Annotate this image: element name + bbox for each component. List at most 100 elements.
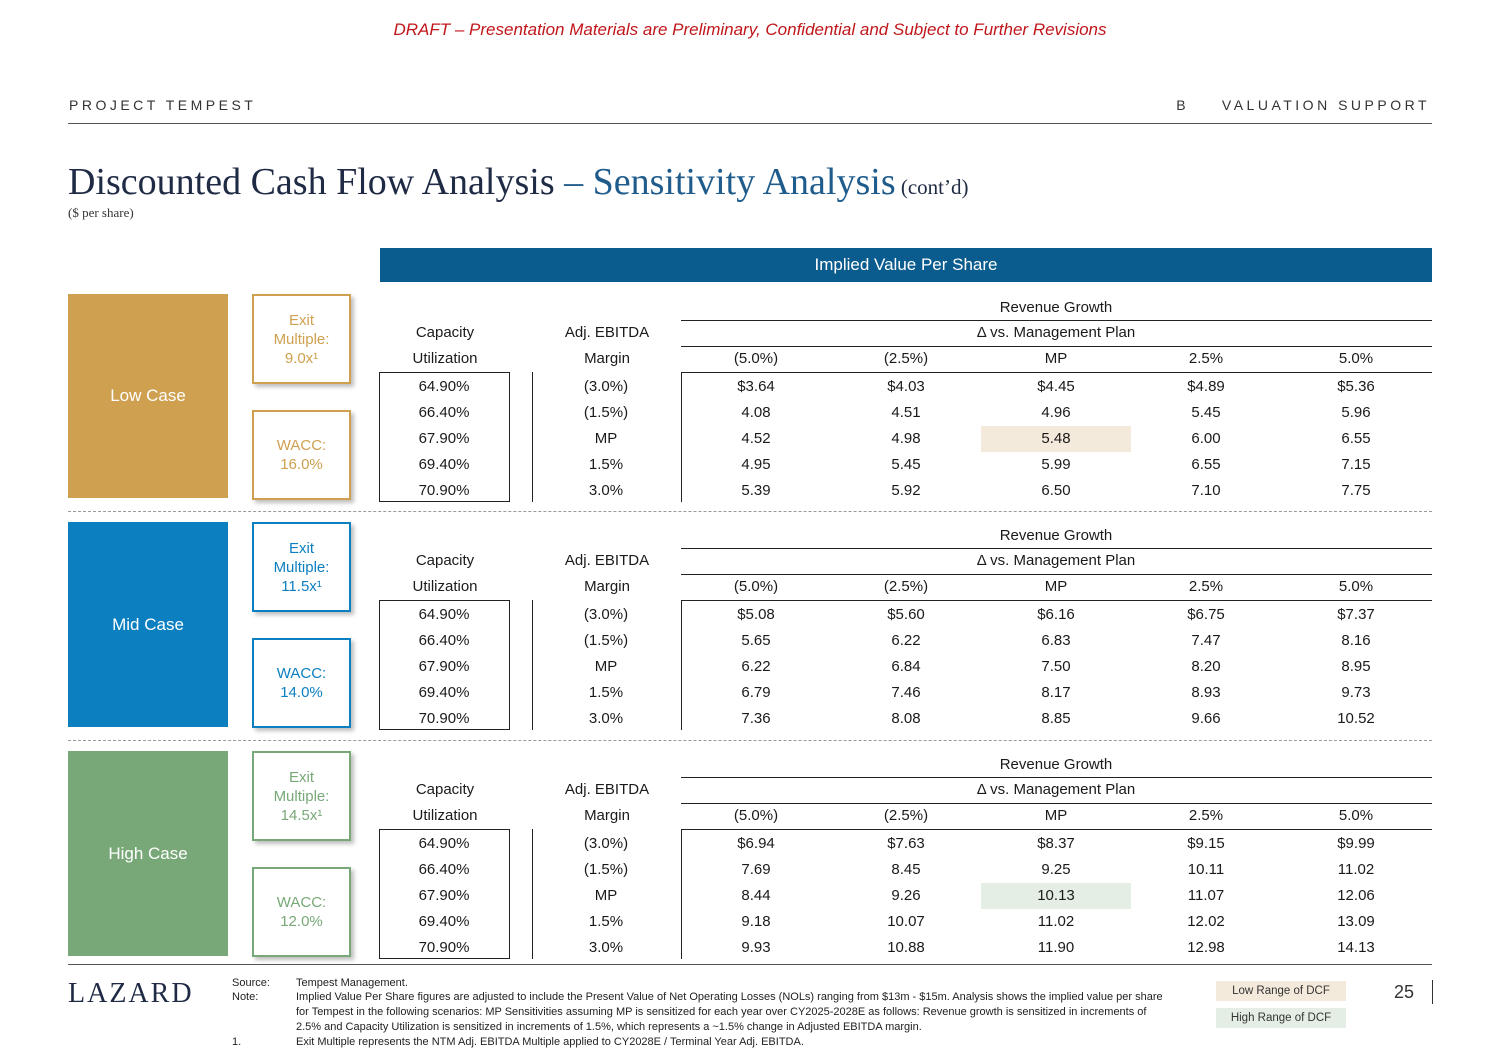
- value-cell: 6.55: [1341, 430, 1371, 447]
- case-label: High Case: [68, 751, 228, 956]
- exit-multiple-box: Exit Multiple: 11.5x¹: [252, 522, 351, 612]
- highlight-cell: [981, 426, 1131, 452]
- capacity-header: Utilization: [412, 350, 478, 367]
- capacity-box: [379, 600, 510, 730]
- value-cell: 5.96: [1341, 404, 1371, 421]
- column-header: MP: [1044, 807, 1068, 824]
- header-underline: [681, 320, 1432, 321]
- value-cell: 10.11: [1187, 861, 1225, 878]
- draft-notice: DRAFT – Presentation Materials are Preli…: [393, 20, 1107, 39]
- value-cell: 5.99: [1041, 456, 1071, 473]
- header-underline: [681, 829, 1432, 830]
- page-title: Discounted Cash Flow Analysis – Sensitiv…: [68, 160, 969, 204]
- value-cell: 10.52: [1337, 710, 1375, 727]
- capacity-cell: 67.90%: [418, 430, 470, 447]
- section-divider: [68, 511, 1432, 512]
- value-cell: 8.93: [1191, 684, 1221, 701]
- exit-multiple-label: Exit Multiple:: [273, 539, 330, 576]
- value-cell: 8.45: [891, 861, 921, 878]
- value-cell: $6.75: [1187, 606, 1225, 623]
- project-name: PROJECT TEMPEST: [69, 97, 257, 113]
- column-header: 5.0%: [1338, 350, 1374, 367]
- column-header: (5.0%): [733, 350, 779, 367]
- value-cell: 8.20: [1191, 658, 1221, 675]
- margin-cell: (3.0%): [583, 378, 629, 395]
- capacity-cell: 70.90%: [418, 482, 470, 499]
- value-cell: 6.50: [1041, 482, 1071, 499]
- value-cell: 6.00: [1191, 430, 1221, 447]
- wacc-box: WACC: 16.0%: [252, 410, 351, 500]
- value-cell: 6.22: [741, 658, 771, 675]
- column-header: 2.5%: [1188, 350, 1224, 367]
- page-number-bar: [1432, 980, 1433, 1004]
- margin-cell: MP: [594, 658, 618, 675]
- footnote-1-label: 1.: [232, 1036, 242, 1048]
- capacity-box: [379, 829, 510, 959]
- header-divider: [68, 123, 1432, 124]
- value-cell: 7.47: [1191, 632, 1221, 649]
- lazard-logo: LAZARD: [68, 978, 194, 1009]
- margin-cell: 1.5%: [588, 684, 624, 701]
- value-cell: 10.07: [887, 913, 925, 930]
- value-cell: 7.46: [891, 684, 921, 701]
- exit-multiple-value: 14.5x¹: [280, 806, 323, 824]
- capacity-cell: 70.90%: [418, 939, 470, 956]
- margin-rule: [681, 829, 682, 959]
- value-cell: 11.02: [1337, 861, 1375, 878]
- margin-rule: [532, 829, 533, 959]
- value-cell: 6.83: [1041, 632, 1071, 649]
- column-header: (5.0%): [733, 578, 779, 595]
- section-header: B VALUATION SUPPORT: [1176, 97, 1430, 113]
- value-cell: 6.22: [891, 632, 921, 649]
- value-cell: $5.08: [737, 606, 775, 623]
- wacc-value: 12.0%: [280, 913, 323, 930]
- capacity-cell: 64.90%: [418, 835, 470, 852]
- capacity-cell: 66.40%: [418, 632, 470, 649]
- value-cell: 9.73: [1341, 684, 1371, 701]
- exit-multiple-box: Exit Multiple: 14.5x¹: [252, 751, 351, 841]
- capacity-header: Capacity: [415, 552, 475, 569]
- capacity-cell: 67.90%: [418, 887, 470, 904]
- table-banner: Implied Value Per Share: [380, 248, 1432, 282]
- value-cell: $7.37: [1337, 606, 1375, 623]
- column-header: (5.0%): [733, 807, 779, 824]
- capacity-cell: 69.40%: [418, 456, 470, 473]
- title-main: Discounted Cash Flow Analysis: [68, 161, 555, 203]
- value-cell: $4.89: [1187, 378, 1225, 395]
- margin-cell: MP: [594, 430, 618, 447]
- section-letter: B: [1176, 97, 1190, 113]
- ebitda-header: Margin: [584, 350, 630, 367]
- value-cell: 10.13: [1037, 887, 1075, 904]
- header-underline: [681, 346, 1432, 347]
- ebitda-header: Margin: [584, 578, 630, 595]
- margin-cell: 3.0%: [588, 482, 624, 499]
- margin-cell: (3.0%): [583, 606, 629, 623]
- capacity-cell: 66.40%: [418, 861, 470, 878]
- wacc-box: WACC: 12.0%: [252, 867, 351, 957]
- value-cell: 5.45: [891, 456, 921, 473]
- units-label: ($ per share): [68, 205, 134, 220]
- value-cell: 8.17: [1041, 684, 1071, 701]
- value-cell: 8.16: [1341, 632, 1371, 649]
- column-header: 5.0%: [1338, 807, 1374, 824]
- column-header: 2.5%: [1188, 807, 1224, 824]
- legend-low-range: Low Range of DCF: [1216, 981, 1346, 1001]
- value-cell: 5.45: [1191, 404, 1221, 421]
- capacity-cell: 64.90%: [418, 606, 470, 623]
- value-cell: $8.37: [1037, 835, 1075, 852]
- title-dash: –: [554, 161, 593, 203]
- margin-rule: [532, 600, 533, 730]
- value-cell: 7.10: [1191, 482, 1221, 499]
- capacity-box: [379, 372, 510, 502]
- value-cell: 11.02: [1037, 913, 1075, 930]
- value-cell: $7.63: [887, 835, 925, 852]
- capacity-cell: 66.40%: [418, 404, 470, 421]
- column-header: MP: [1044, 578, 1068, 595]
- margin-rule: [681, 372, 682, 502]
- ebitda-header: Adj. EBITDA: [564, 552, 650, 569]
- wacc-label: WACC:: [276, 437, 327, 454]
- value-cell: 5.92: [891, 482, 921, 499]
- value-cell: 10.88: [887, 939, 925, 956]
- highlight-cell: [981, 883, 1131, 909]
- revenue-growth-header: Revenue Growth: [999, 756, 1113, 773]
